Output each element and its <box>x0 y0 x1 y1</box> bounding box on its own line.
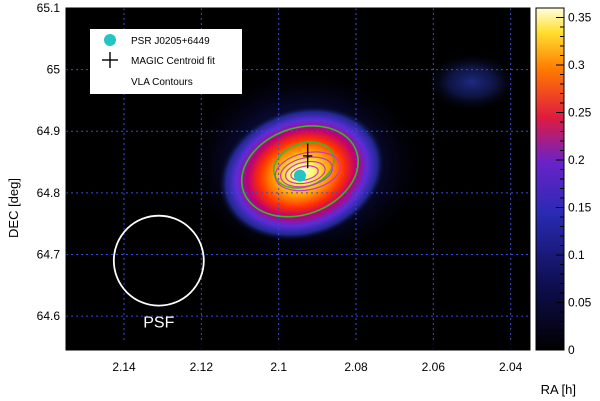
legend-pulsar-swatch <box>104 34 116 46</box>
colorbar-tick-label: 0.1 <box>568 248 585 262</box>
x-tick-label: 2.06 <box>422 360 446 374</box>
vla-contour <box>290 165 319 181</box>
colorbar-tick-label: 0.15 <box>568 201 592 215</box>
colorbar-tick-label: 0.05 <box>568 296 592 310</box>
legend-entry-label: MAGIC Centroid fit <box>131 56 215 67</box>
colorbar-tick-label: 0.25 <box>568 106 592 120</box>
y-tick-label: 64.6 <box>37 309 61 323</box>
secondary-excess-blob <box>424 51 520 112</box>
psf-label: PSF <box>143 315 174 332</box>
x-tick-label: 2.12 <box>190 360 214 374</box>
y-tick-label: 65.1 <box>37 1 61 15</box>
vla-contour <box>284 160 326 185</box>
colorbar-tick-label: 0.2 <box>568 153 585 167</box>
colorbar: 0 0.05 0.1 0.15 0.2 0.25 0.3 0.35 <box>535 7 592 357</box>
y-tick-label: 65 <box>47 63 61 77</box>
x-tick-label: 2.08 <box>344 360 368 374</box>
x-axis-label: RA [h] <box>541 382 576 397</box>
vla-contour <box>274 151 341 192</box>
colorbar-tick-label: 0.35 <box>568 11 592 25</box>
y-tick-label: 64.7 <box>37 247 61 261</box>
legend-entry-label: VLA Contours <box>131 77 193 88</box>
colorbar-tick-label: 0 <box>568 343 575 357</box>
psf-circle <box>112 214 205 307</box>
x-tick-label: 2.14 <box>112 360 136 374</box>
y-axis-label: DEC [deg] <box>6 178 21 238</box>
pulsar-marker <box>293 169 306 182</box>
marker-layer: PSF <box>112 143 313 332</box>
contour-layer <box>240 125 359 218</box>
x-axis: 2.14 2.12 2.1 2.08 2.06 2.04 <box>65 341 531 374</box>
vla-contour <box>280 156 333 188</box>
legend: PSR J0205+6449 MAGIC Centroid fit VLA Cont… <box>90 29 242 94</box>
colorbar-axis: 0 0.05 0.1 0.15 0.2 0.25 0.3 0.35 <box>556 7 592 357</box>
x-tick-label: 2.04 <box>499 360 523 374</box>
colorbar-tick-label: 0.3 <box>568 58 585 72</box>
y-axis: 64.6 64.7 64.8 64.9 65 65.1 <box>37 1 71 348</box>
legend-entry-label: PSR J0205+6449 <box>131 36 210 47</box>
colorbar-gradient <box>535 7 565 351</box>
grid-lines <box>66 8 530 350</box>
x-tick-label: 2.1 <box>270 360 287 374</box>
y-tick-label: 64.9 <box>37 124 61 138</box>
significance-contour <box>240 125 359 218</box>
y-tick-label: 64.8 <box>37 186 61 200</box>
